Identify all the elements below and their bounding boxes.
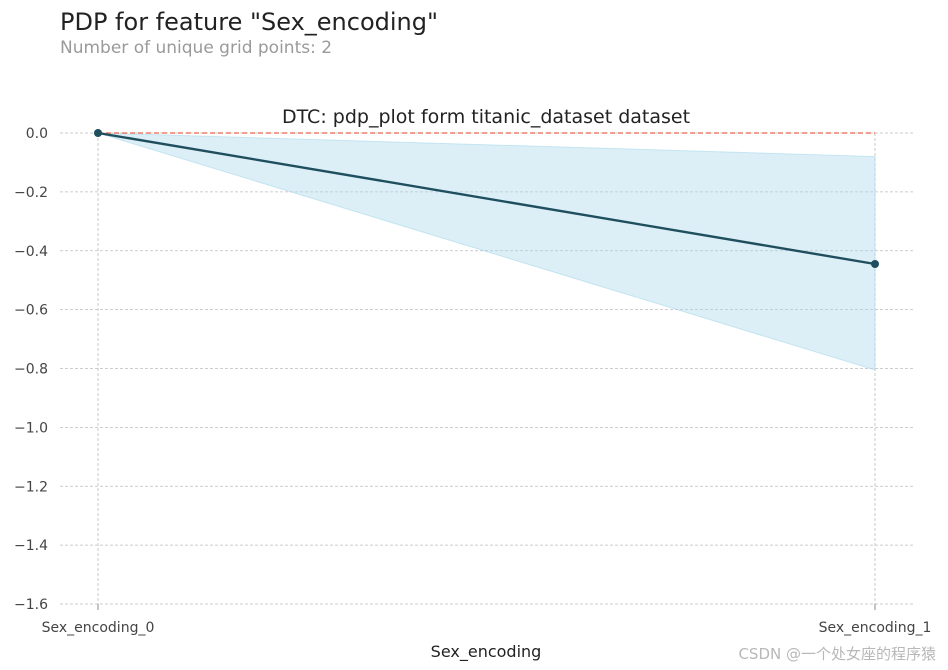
x-axis-title: Sex_encoding (431, 642, 542, 662)
y-axis-ticks: 0.0 −0.2 −0.4 −0.6 −0.8 −1.0 −1.2 −1.4 −1.6 (14, 126, 48, 613)
watermark: CSDN @一个处女座的程序猿 (738, 645, 936, 663)
plot-title: DTC: pdp_plot form titanic_dataset datas… (282, 106, 690, 128)
y-tick-label: −0.2 (14, 185, 48, 201)
pdp-point (94, 129, 102, 137)
y-tick-label: −0.8 (14, 362, 48, 378)
y-tick-label: 0.0 (26, 126, 48, 142)
x-tick-label: Sex_encoding_0 (42, 620, 155, 636)
x-tick-label: Sex_encoding_1 (819, 620, 932, 636)
confidence-band-layer (97, 132, 876, 371)
confidence-band (97, 132, 876, 371)
figure-title: PDP for feature "Sex_encoding" (60, 8, 439, 36)
y-tick-label: −0.4 (14, 244, 48, 260)
y-tick-label: −1.4 (14, 538, 48, 554)
y-tick-label: −0.6 (14, 303, 48, 319)
series-layer (94, 129, 879, 268)
x-axis-ticks: Sex_encoding_0 Sex_encoding_1 (42, 604, 932, 636)
y-tick-label: −1.2 (14, 479, 48, 495)
figure-subtitle: Number of unique grid points: 2 (60, 38, 333, 58)
pdp-line (97, 131, 876, 266)
pdp-point (871, 259, 879, 268)
y-tick-label: −1.0 (14, 420, 48, 436)
y-tick-label: −1.6 (14, 597, 48, 613)
